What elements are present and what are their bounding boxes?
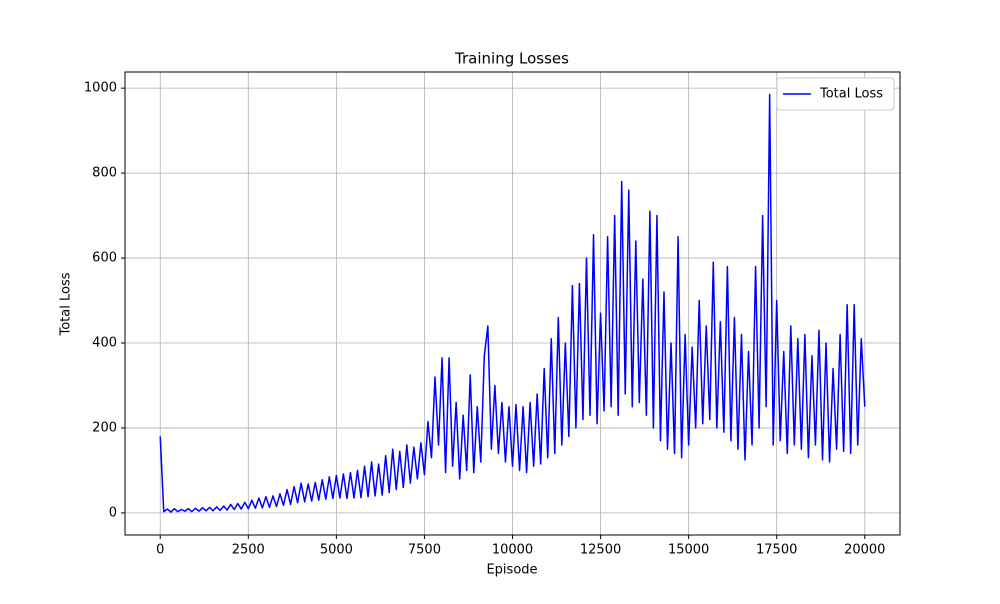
- y-tick-label: 0: [109, 505, 117, 520]
- legend-box: [776, 77, 895, 111]
- y-tick-label: 800: [92, 166, 117, 181]
- x-tick-label: 7500: [408, 543, 441, 558]
- x-axis-label: Episode: [486, 563, 537, 578]
- data-line: [159, 93, 866, 513]
- x-tick-label: 20000: [844, 543, 885, 558]
- x-tick-label: 15000: [668, 543, 709, 558]
- x-tick-label: 2500: [232, 543, 265, 558]
- chart-title: Training Losses: [454, 50, 569, 68]
- x-tick-label: 5000: [320, 543, 353, 558]
- y-tick-label: 200: [92, 420, 117, 435]
- y-tick-label: 600: [92, 251, 117, 266]
- legend-label: Total Loss: [819, 87, 883, 102]
- x-tick-label: 0: [156, 543, 164, 558]
- x-tick-label: 12500: [580, 543, 621, 558]
- y-tick-label: 400: [92, 336, 117, 351]
- x-tick-label: 17500: [756, 543, 797, 558]
- plot-frame: [124, 71, 901, 536]
- y-tick-label: 1000: [84, 81, 117, 96]
- x-tick-label: 10000: [492, 543, 533, 558]
- y-axis-label: Total Loss: [59, 272, 74, 336]
